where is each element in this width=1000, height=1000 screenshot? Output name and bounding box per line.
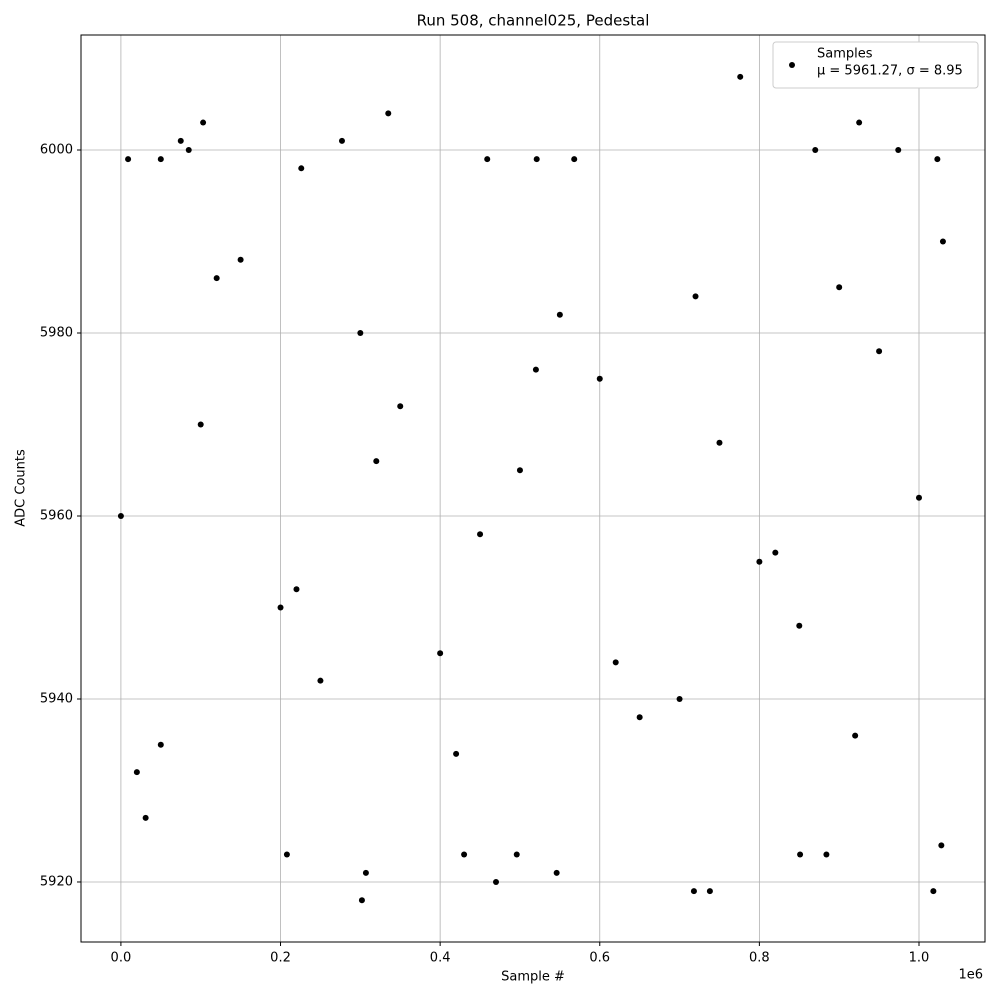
y-tick-label: 5920 (40, 874, 73, 889)
sample-point (357, 330, 364, 337)
sample-point (823, 851, 830, 858)
legend-box (772, 41, 979, 89)
sample-point (213, 275, 220, 282)
sample-point (493, 878, 500, 885)
sample-point (737, 73, 744, 80)
sample-point (484, 156, 491, 163)
sample-point (915, 494, 922, 501)
sample-point (373, 458, 380, 465)
x-axis-label: Sample # (501, 970, 565, 985)
sample-point (477, 531, 484, 538)
sample-point (706, 888, 713, 895)
sample-point (298, 165, 305, 172)
chart-title: Run 508, channel025, Pedestal (417, 12, 650, 30)
x-offset-label: 1e6 (958, 968, 983, 983)
sample-point (571, 156, 578, 163)
sample-point (532, 366, 539, 373)
sample-point (716, 439, 723, 446)
sample-point (358, 897, 365, 904)
sample-point (836, 284, 843, 291)
y-tick-label: 5960 (40, 508, 73, 523)
sample-point (277, 604, 284, 611)
x-tick-label: 0.0 (111, 951, 132, 966)
sample-point (856, 119, 863, 126)
sample-point (939, 238, 946, 245)
sample-point (397, 403, 404, 410)
y-tick-label: 6000 (40, 143, 73, 158)
sample-point (513, 851, 520, 858)
sample-point (157, 156, 164, 163)
sample-point (125, 156, 132, 163)
sample-point (293, 586, 300, 593)
sample-point (636, 714, 643, 721)
sample-point (895, 147, 902, 154)
sample-point (812, 147, 819, 154)
sample-point (437, 650, 444, 657)
sample-point (338, 137, 345, 144)
sample-point (362, 869, 369, 876)
x-tick-label: 0.8 (749, 951, 770, 966)
sample-point (596, 375, 603, 382)
sample-point (185, 147, 192, 154)
y-axis-label: ADC Counts (14, 449, 29, 527)
sample-point (938, 842, 945, 849)
sample-point (197, 421, 204, 428)
sample-point (453, 750, 460, 757)
sample-point (516, 467, 523, 474)
sample-point (533, 156, 540, 163)
y-tick-label: 5940 (40, 691, 73, 706)
sample-point (553, 869, 560, 876)
sample-point (283, 851, 290, 858)
legend-stats: μ = 5961.27, σ = 8.95 (817, 64, 963, 79)
sample-point (852, 732, 859, 739)
x-tick-label: 1.0 (909, 951, 930, 966)
sample-point (200, 119, 207, 126)
sample-point (385, 110, 392, 117)
sample-point (934, 156, 941, 163)
sample-point (756, 558, 763, 565)
sample-point (612, 659, 619, 666)
sample-point (317, 677, 324, 684)
x-tick-label: 0.2 (270, 951, 291, 966)
sample-point (133, 769, 140, 776)
sample-point (117, 512, 124, 519)
sample-point (157, 741, 164, 748)
sample-point (237, 256, 244, 263)
sample-point (177, 137, 184, 144)
sample-point (772, 549, 779, 556)
x-tick-label: 0.4 (430, 951, 451, 966)
sample-point (930, 888, 937, 895)
sample-point (876, 348, 883, 355)
sample-point (676, 695, 683, 702)
sample-point (797, 851, 804, 858)
legend-marker (789, 62, 795, 68)
y-tick-label: 5980 (40, 326, 73, 341)
legend-label: Samples (817, 47, 873, 62)
sample-point (796, 622, 803, 629)
sample-point (556, 311, 563, 318)
sample-point (142, 814, 149, 821)
sample-point (461, 851, 468, 858)
plot-frame (80, 34, 986, 943)
x-tick-label: 0.6 (589, 951, 610, 966)
sample-point (692, 293, 699, 300)
sample-point (690, 888, 697, 895)
